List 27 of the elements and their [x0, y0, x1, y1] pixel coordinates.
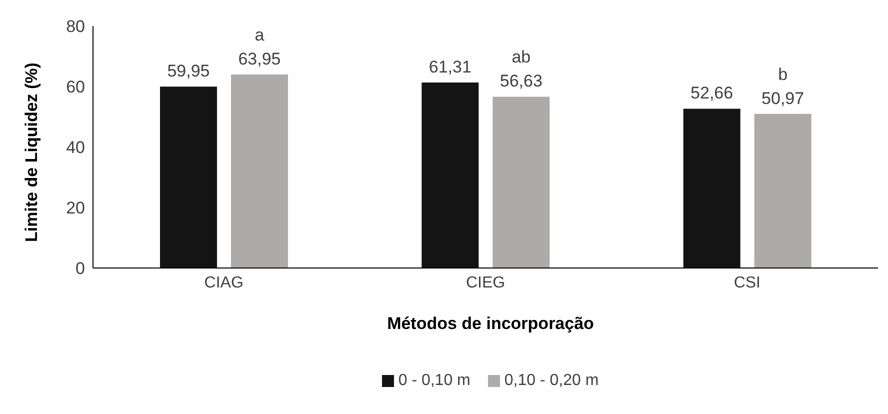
- bar: [683, 108, 740, 268]
- x-tick-label: CSI: [734, 274, 761, 292]
- data-label: 63,95: [238, 50, 281, 69]
- bar: [754, 114, 812, 268]
- data-label: 61,31: [428, 58, 472, 77]
- x-axis-title: Métodos de incorporação: [386, 314, 595, 334]
- legend-label: 0 - 0,10 m: [397, 372, 470, 390]
- legend-label: 0,10 - 0,20 m: [503, 372, 599, 390]
- y-tick-label: 80: [66, 17, 85, 36]
- y-axis-title: Limite de Liquidez (%): [22, 62, 42, 242]
- data-label: 52,66: [690, 84, 734, 103]
- data-label: 59,95: [167, 62, 210, 81]
- y-tick-label: 60: [66, 78, 85, 97]
- bar: [422, 82, 479, 268]
- annotation: b: [778, 64, 788, 84]
- data-label: 56,63: [500, 72, 542, 91]
- y-tick-label: 40: [66, 138, 85, 158]
- annotation: a: [254, 26, 265, 45]
- bar: [231, 74, 288, 268]
- bar: [160, 86, 217, 268]
- y-tick-label: 20: [66, 198, 85, 218]
- annotation: ab: [512, 48, 531, 67]
- y-tick-label: 0: [76, 259, 85, 278]
- x-tick-label: CIAG: [204, 274, 244, 292]
- bar: [492, 96, 550, 268]
- x-tick-label: CIEG: [466, 274, 506, 292]
- data-label: 50,97: [762, 88, 804, 108]
